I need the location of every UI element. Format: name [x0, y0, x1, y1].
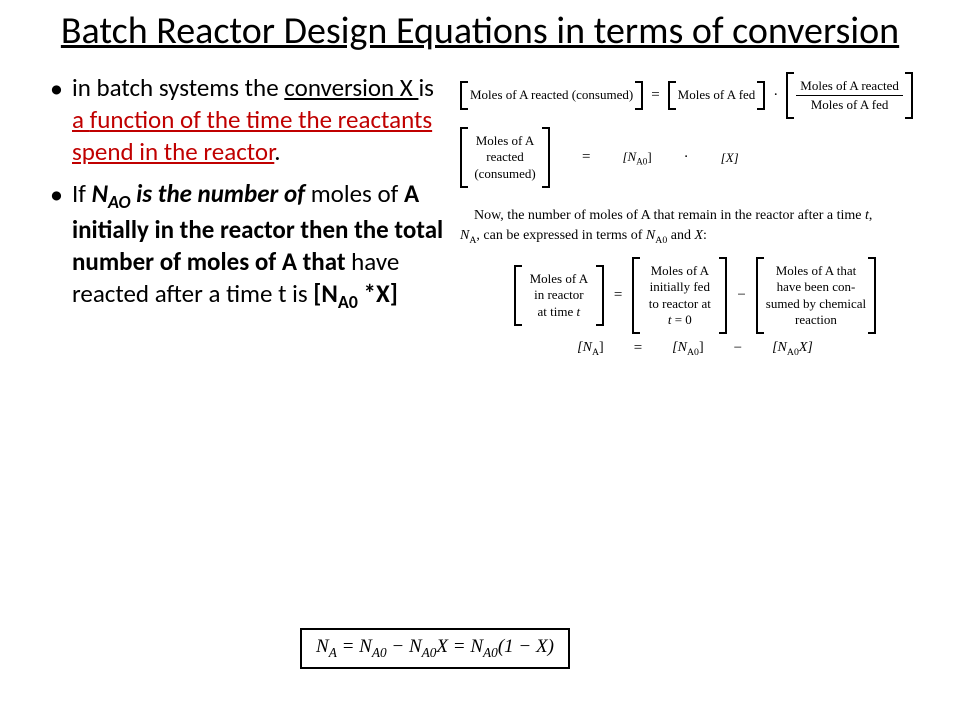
- dot-op: ·: [682, 149, 691, 166]
- slide-title: Batch Reactor Design Equations in terms …: [30, 10, 930, 54]
- content-area: in batch systems the conversion X is a f…: [30, 72, 930, 364]
- final-equation-box: NA = NA0 − NA0X = NA0(1 − X): [300, 628, 570, 669]
- eq4-c: [NA0X]: [772, 340, 813, 358]
- eq2-lhs: Moles of A reacted (consumed): [460, 127, 550, 188]
- eq4-a: [NA]: [577, 340, 604, 358]
- minus-sign: −: [735, 287, 747, 304]
- minus-sign: −: [732, 340, 744, 357]
- bullet-list-col: in batch systems the conversion X is a f…: [30, 72, 450, 364]
- equals-sign: =: [632, 340, 644, 357]
- bullet-2: If NAO is the number of moles of A initi…: [50, 178, 450, 314]
- equation-1: Moles of A reacted (consumed) = Moles of…: [460, 72, 930, 120]
- eq3-c2: Moles of A initially fed to reactor at t…: [632, 257, 727, 334]
- eq3-c1: Moles of A in reactor at time t: [514, 265, 604, 326]
- eq3-c3: Moles of A that have been con- sumed by …: [756, 257, 876, 334]
- eq1-mid: Moles of A fed: [668, 81, 766, 109]
- eq4-b: [NA0]: [672, 340, 703, 358]
- equation-4: [NA] = [NA0] − [NA0X]: [460, 340, 930, 358]
- equation-2: Moles of A reacted (consumed) = [NA0] · …: [460, 127, 930, 188]
- eq2-rhs: [X]: [721, 150, 739, 166]
- equation-3: Moles of A in reactor at time t = Moles …: [460, 257, 930, 334]
- equations-col: Moles of A reacted (consumed) = Moles of…: [460, 72, 930, 364]
- equals-sign: =: [612, 287, 624, 304]
- eq1-rhs: Moles of A reacted Moles of A fed: [786, 72, 913, 120]
- dot-op: ·: [771, 87, 780, 104]
- bullet-1: in batch systems the conversion X is a f…: [50, 72, 450, 168]
- equals-sign: =: [580, 149, 592, 166]
- equals-sign: =: [649, 87, 661, 104]
- eq1-lhs: Moles of A reacted (consumed): [460, 81, 643, 109]
- eq2-mid: [NA0]: [622, 149, 651, 167]
- intro-text: Now, the number of moles of A that remai…: [460, 206, 930, 247]
